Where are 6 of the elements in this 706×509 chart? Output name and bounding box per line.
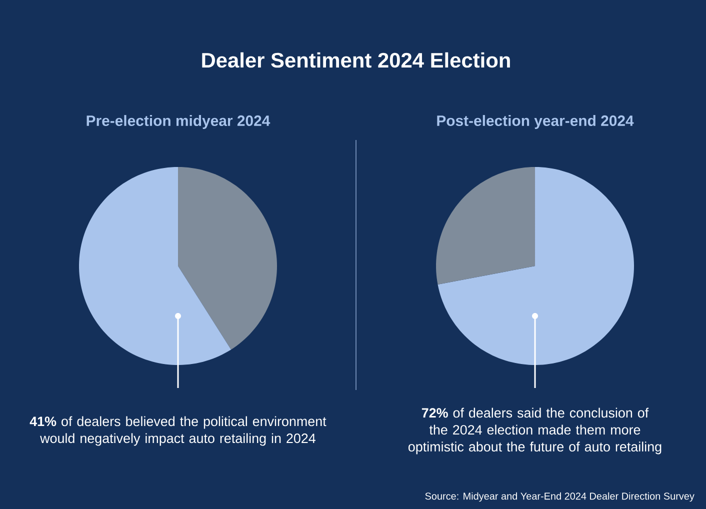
chart-subtitle: Pre-election midyear 2024 xyxy=(86,115,270,129)
text: 72% of dealers said the conclusion of the 2024 election made them more optimistic about the future of auto retailing xyxy=(408,408,662,454)
chart-subtitle: Post-election year-end 2024 xyxy=(437,115,634,129)
text: Dealer Sentiment 2024 Election xyxy=(202,52,510,68)
text: 41% of dealers believed the political environment would negatively impact auto retailing in 2024 xyxy=(30,416,326,446)
source-note: Source: Midyear and Year-End 2024 Dealer Direction Survey xyxy=(425,492,694,502)
